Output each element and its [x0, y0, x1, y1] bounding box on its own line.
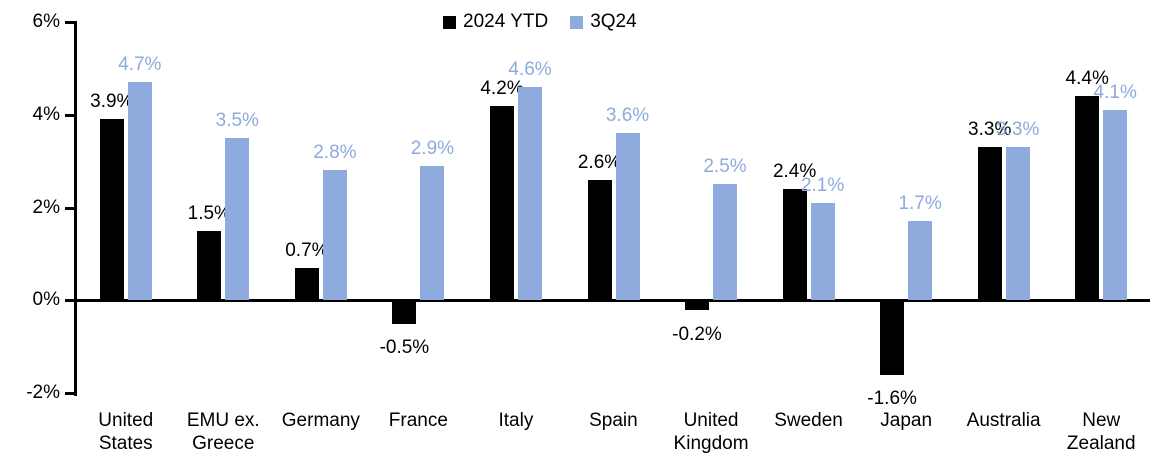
value-label-3q24-spain: 3.6%: [605, 105, 650, 127]
category-label-new-zealand: New Zealand: [1066, 410, 1136, 454]
bar-3q24-emu-ex-greece: [225, 137, 250, 301]
legend-item-2024-ytd: 2024 YTD: [443, 11, 548, 33]
category-label-spain: Spain: [589, 410, 638, 431]
bar-3q24-germany: [322, 170, 347, 301]
category-label-sweden: Sweden: [774, 410, 843, 431]
legend-item-3q24: 3Q24: [570, 11, 637, 33]
y-tick-label-2: 2%: [32, 197, 60, 218]
y-tick-2: [65, 392, 77, 395]
bar-2024-ytd-emu-ex-greece: [197, 230, 222, 301]
value-label-3q24-new-zealand: 4.1%: [1093, 82, 1137, 104]
bar-2024-ytd-new-zealand: [1075, 96, 1100, 301]
value-label-2024-ytd-italy: 4.2%: [480, 77, 524, 99]
value-label-3q24-united-states: 4.7%: [118, 54, 162, 76]
bar-2024-ytd-france: [392, 301, 417, 325]
category-label-emu-ex-greece: EMU ex. Greece: [186, 410, 260, 454]
value-label-3q24-sweden: 2.1%: [800, 174, 845, 196]
value-label-3q24-japan: 1.7%: [898, 193, 942, 215]
category-label-united-states: United States: [98, 410, 154, 454]
value-label-2024-ytd-sweden: 2.4%: [772, 161, 817, 182]
y-tick-6: [65, 21, 77, 24]
bar-3q24-united-kingdom: [713, 184, 737, 301]
category-label-italy: Italy: [498, 410, 534, 431]
value-label-3q24-united-kingdom: 2.5%: [703, 156, 747, 178]
value-label-3q24-italy: 4.6%: [508, 58, 552, 80]
y-tick-label-0: 0%: [32, 289, 60, 310]
value-label-2024-ytd-spain: 2.6%: [577, 151, 622, 173]
bar-2024-ytd-italy: [490, 105, 514, 301]
legend-label-2024-ytd: 2024 YTD: [463, 11, 549, 32]
chart-legend: 2024 YTD 3Q24: [443, 11, 637, 33]
y-tick-4: [65, 114, 77, 117]
value-label-2024-ytd-germany: 0.7%: [285, 239, 329, 261]
legend-label-3q24: 3Q24: [590, 11, 637, 32]
y-tick-2: [65, 207, 77, 210]
bar-3q24-italy: [518, 86, 542, 301]
value-label-2024-ytd-australia: 3.3%: [968, 119, 1012, 141]
bar-2024-ytd-united-states: [99, 119, 124, 301]
bar-2024-ytd-spain: [587, 179, 612, 301]
bar-2024-ytd-australia: [977, 147, 1002, 301]
bar-3q24-sweden: [810, 202, 835, 301]
bar-3q24-united-states: [127, 82, 152, 301]
y-tick-label-6: 6%: [32, 11, 60, 32]
value-label-2024-ytd-france: -0.5%: [379, 337, 430, 359]
bar-3q24-spain: [615, 133, 640, 301]
bar-2024-ytd-germany: [294, 267, 319, 301]
category-label-france: France: [388, 410, 448, 431]
category-label-united-kingdom: United Kingdom: [673, 410, 749, 454]
y-tick-label-4: 4%: [32, 104, 60, 125]
legend-swatch-3q24: [570, 15, 584, 29]
category-label-japan: Japan: [880, 410, 933, 431]
bar-2024-ytd-sweden: [782, 189, 807, 301]
value-label-2024-ytd-new-zealand: 4.4%: [1065, 68, 1109, 90]
value-label-3q24-emu-ex-greece: 3.5%: [215, 109, 259, 131]
value-label-3q24-france: 2.9%: [410, 137, 455, 159]
value-label-2024-ytd-united-kingdom: -0.2%: [672, 323, 722, 345]
value-label-2024-ytd-japan: -1.6%: [867, 388, 917, 410]
bar-2024-ytd-japan: [880, 301, 905, 376]
value-label-2024-ytd-united-states: 3.9%: [90, 91, 134, 113]
value-label-3q24-australia: 3.3%: [996, 119, 1040, 141]
y-tick-0: [65, 299, 77, 302]
bar-3q24-new-zealand: [1103, 110, 1128, 301]
legend-swatch-2024-ytd: [443, 15, 456, 29]
value-label-2024-ytd-emu-ex-greece: 1.5%: [187, 202, 231, 224]
y-tick-label-2: -2%: [26, 382, 60, 403]
bar-2024-ytd-united-kingdom: [685, 301, 709, 311]
category-label-australia: Australia: [966, 410, 1041, 431]
bar-3q24-france: [420, 165, 445, 301]
x-axis-line: [74, 299, 1150, 302]
value-label-3q24-germany: 2.8%: [313, 142, 357, 164]
bar-3q24-japan: [908, 221, 933, 301]
bar-3q24-australia: [1005, 147, 1030, 301]
category-label-germany: Germany: [281, 410, 360, 431]
